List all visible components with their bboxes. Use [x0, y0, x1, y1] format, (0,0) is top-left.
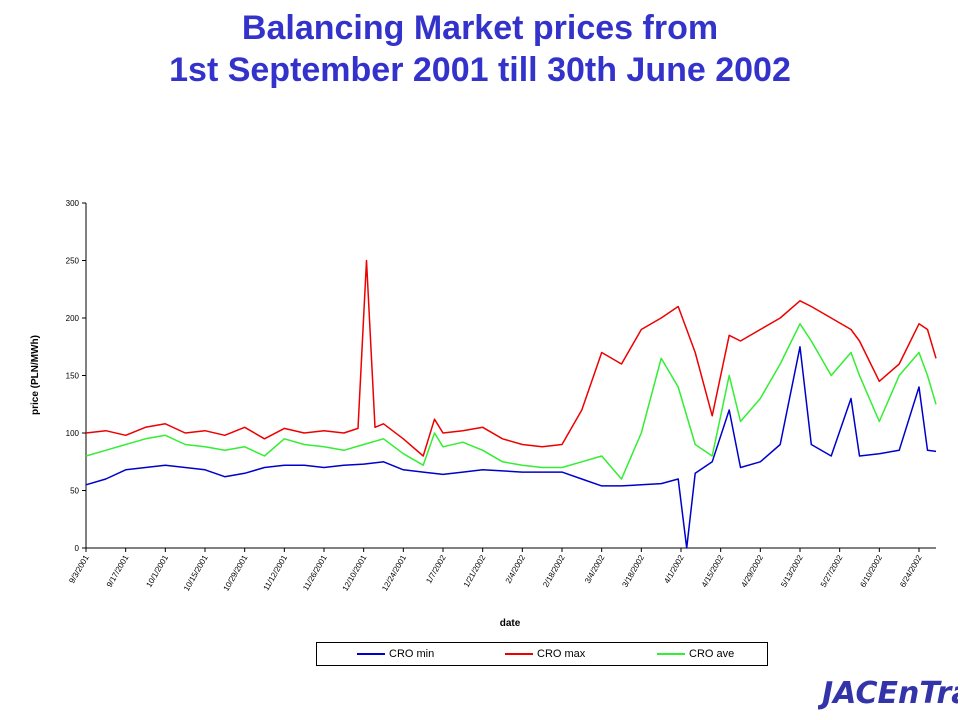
x-tick-label: 11/12/2001	[262, 553, 290, 592]
x-tick-label: 10/15/2001	[182, 553, 210, 593]
legend-swatch-cro-ave	[657, 653, 685, 655]
y-tick-label: 200	[66, 314, 80, 323]
y-tick-label: 50	[70, 487, 79, 496]
x-tick-label: 6/24/2002	[898, 553, 924, 589]
legend-swatch-cro-max	[505, 653, 533, 655]
legend-item-cro-max: CRO max	[505, 643, 585, 665]
jacentra-logo: JACEnTra	[818, 676, 958, 711]
legend-label-cro-min: CRO min	[389, 648, 435, 660]
chart-tick-labels: 0 50 100 150 200 250 300 9/3/2001 9/17/2001 10/1/…	[66, 199, 924, 593]
x-tick-label: 5/13/2002	[779, 553, 805, 589]
x-tick-label: 4/29/2002	[739, 553, 765, 589]
chart-title-line-1: Balancing Market prices from	[241, 9, 719, 47]
chart-legend: CRO min CRO max CRO ave	[316, 642, 768, 666]
x-tick-label: 3/18/2002	[620, 553, 646, 589]
series-line-cro-min	[85, 346, 937, 549]
legend-item-cro-ave: CRO ave	[657, 643, 734, 665]
y-axis-label: price (PLN/MWh)	[30, 335, 41, 415]
y-tick-label: 100	[66, 429, 80, 438]
chart-series	[85, 259, 937, 549]
x-tick-label: 9/17/2001	[105, 553, 131, 589]
legend-swatch-cro-min	[357, 653, 385, 655]
x-tick-label: 12/24/2001	[380, 553, 408, 593]
x-tick-label: 1/7/2002	[424, 553, 448, 585]
y-tick-label: 250	[66, 257, 80, 266]
y-tick-label: 0	[75, 544, 80, 553]
y-tick-label: 150	[66, 372, 80, 381]
series-line-cro-ave	[85, 323, 937, 480]
x-axis-label: date	[500, 618, 521, 629]
y-tick-label: 300	[66, 199, 80, 208]
x-tick-label: 2/4/2002	[504, 553, 528, 585]
x-tick-label: 11/26/2001	[301, 553, 329, 592]
x-tick-label: 10/29/2001	[222, 553, 250, 593]
legend-label-cro-max: CRO max	[537, 648, 586, 660]
x-tick-label: 6/10/2002	[858, 553, 884, 589]
x-tick-label: 3/4/2002	[583, 553, 607, 585]
legend-item-cro-min: CRO min	[357, 643, 434, 665]
x-tick-label: 2/18/2002	[541, 553, 567, 589]
legend-label-cro-ave: CRO ave	[689, 648, 735, 660]
series-line-cro-max	[85, 259, 937, 457]
x-tick-label: 12/10/2001	[341, 553, 369, 593]
x-tick-label: 10/1/2001	[144, 553, 170, 589]
x-tick-label: 1/21/2002	[462, 553, 488, 589]
x-tick-label: 9/3/2001	[67, 553, 91, 585]
x-tick-label: 4/1/2002	[662, 553, 686, 585]
chart-title-line-2: 1st September 2001 till 30th June 2002	[169, 51, 791, 89]
x-tick-label: 5/27/2002	[819, 553, 845, 589]
x-tick-label: 4/15/2002	[700, 553, 726, 589]
chart-axes	[82, 202, 936, 552]
logo-wordmark: JACEnTra	[818, 676, 958, 711]
